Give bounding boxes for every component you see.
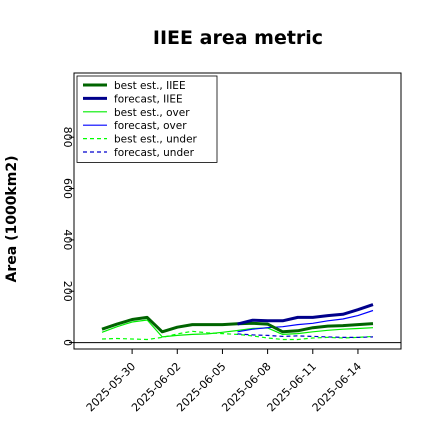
chart-title: IIEE area metric: [153, 27, 323, 49]
series-line-1: [237, 303, 374, 326]
plot-frame: [73, 72, 402, 350]
series-line-3: [237, 309, 374, 333]
legend-box: [76, 75, 218, 163]
legend-label: forecast, IIEE: [114, 93, 183, 105]
legend-label: best est., over: [114, 107, 190, 119]
series-line-5: [237, 333, 374, 338]
y-tick-label: 200: [61, 281, 74, 302]
y-tick-label: 800: [61, 127, 74, 148]
legend-label: best est., under: [114, 134, 198, 146]
series-line-2: [101, 319, 374, 338]
legend-label: forecast, over: [114, 120, 187, 132]
legend-label: forecast, under: [114, 147, 195, 159]
y-tick-label: 0: [61, 339, 74, 346]
y-axis-label: Area (1000km2): [4, 156, 20, 283]
legend-label: best est., IIEE: [114, 80, 186, 92]
y-tick-label: 400: [61, 229, 74, 250]
y-tick-label: 600: [61, 178, 74, 199]
series-line-4: [101, 330, 374, 341]
